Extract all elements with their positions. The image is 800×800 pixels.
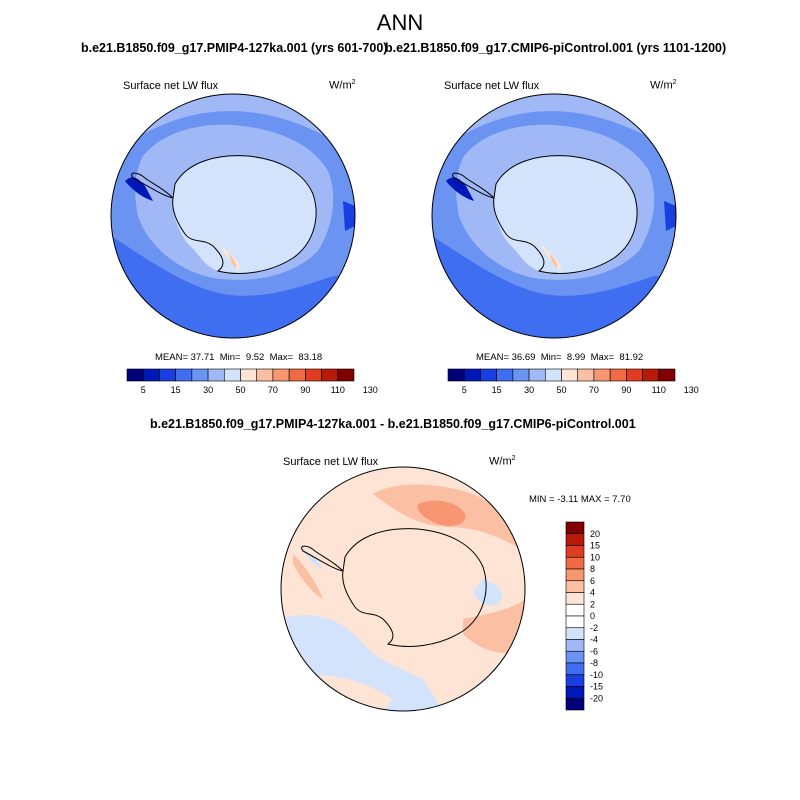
colorbar-panel-1-swatch	[159, 368, 176, 382]
colorbar-panel-2-tick-label: 90	[621, 385, 631, 395]
colorbar-panel-1-swatch	[142, 368, 160, 382]
colorbar-panel-2-swatch	[642, 368, 660, 382]
colorbar-diff-swatch	[565, 521, 585, 535]
colorbar-panel-1-tick-label: 30	[203, 385, 213, 395]
colorbar-panel-1-swatch	[288, 368, 306, 382]
colorbar-diff-swatch	[565, 639, 585, 652]
colorbar-diff-tick-label: 8	[590, 564, 595, 574]
panel-2-case-title: b.e21.B1850.f09_g17.CMIP6-piControl.001 …	[385, 41, 727, 55]
colorbar-panel-2: 5 15 30 50 70 90 110 130	[447, 368, 699, 395]
panel-1-case-title: b.e21.B1850.f09_g17.PMIP4-127ka.001 (yrs…	[81, 41, 388, 55]
colorbar-panel-2-tick-label: 70	[589, 385, 599, 395]
colorbar-panel-2-swatch	[463, 368, 481, 382]
colorbar-panel-1-swatch	[305, 368, 322, 382]
panel-2-field-name: Surface net LW flux	[444, 80, 540, 92]
panel-2-stats: MEAN= 36.69 Min= 8.99 Max= 81.92	[476, 352, 644, 363]
colorbar-panel-1-tick-label: 90	[300, 385, 310, 395]
colorbar-panel-1-swatch	[207, 368, 225, 382]
colorbar-panel-1-tick-label: 110	[331, 385, 345, 395]
colorbar-diff-tick-label: 6	[590, 576, 595, 586]
colorbar-panel-1-swatch	[191, 368, 209, 382]
colorbar-panel-1-tick-label: 130	[363, 385, 378, 395]
colorbar-diff-tick-label: 20	[590, 529, 600, 539]
panel-2-units: W/m2	[650, 79, 677, 92]
map-panel-1	[111, 94, 355, 338]
colorbar-panel-2-swatch	[480, 368, 497, 382]
colorbar-diff-swatch	[565, 580, 585, 593]
colorbar-diff-tick-label: -6	[590, 646, 598, 656]
colorbar-panel-2-tick-label: 30	[524, 385, 534, 395]
colorbar-panel-2-swatch	[609, 368, 627, 382]
colorbar-diff-swatch	[565, 686, 585, 699]
colorbar-diff-swatch	[565, 662, 585, 676]
colorbar-panel-1-swatch	[126, 368, 144, 382]
panel-1-stats: MEAN= 37.71 Min= 9.52 Max= 83.18	[155, 352, 323, 363]
colorbar-panel-2-tick-label: 15	[492, 385, 502, 395]
colorbar-panel-1-swatch	[337, 368, 355, 382]
colorbar-panel-2-tick-label: 110	[652, 385, 666, 395]
colorbar-diff-swatch	[565, 556, 585, 570]
colorbar-panel-1: 5 15 30 50 70 90 110 130	[126, 368, 378, 395]
colorbar-diff-tick-label: 4	[590, 588, 595, 598]
colorbar-panel-2-swatch	[528, 368, 546, 382]
colorbar-panel-2-tick-label: 130	[684, 385, 699, 395]
map-panel-diff	[281, 467, 525, 711]
colorbar-panel-2-swatch	[544, 368, 562, 382]
colorbar-diff-swatch	[565, 615, 585, 629]
colorbar-panel-1-tick-label: 50	[235, 385, 245, 395]
colorbar-diff-tick-label: -20	[590, 693, 603, 703]
colorbar-panel-2-swatch	[561, 368, 579, 382]
colorbar-diff-tick-label: 2	[590, 599, 595, 609]
colorbar-panel-1-tick-label: 70	[268, 385, 278, 395]
map-panel-1-border	[110, 93, 356, 339]
colorbar-panel-2-swatch	[496, 368, 514, 382]
colorbar-diff-swatch	[565, 603, 585, 617]
colorbar-diff-swatch	[565, 568, 585, 582]
colorbar-panel-2-tick-label: 50	[556, 385, 566, 395]
colorbar-panel-1-swatch	[256, 368, 274, 382]
colorbar-diff-tick-label: -4	[590, 635, 598, 645]
diff-min-max: MIN = -3.11 MAX = 7.70	[529, 494, 631, 505]
map-panel-2	[432, 94, 676, 338]
colorbar-diff-tick-label: 0	[590, 611, 595, 621]
colorbar-panel-2-tick-label: 5	[462, 385, 467, 395]
colorbar-panel-2-swatch	[577, 368, 595, 382]
figure-title: ANN	[376, 10, 424, 35]
colorbar-panel-2-swatch	[593, 368, 611, 382]
colorbar-diff-swatch	[565, 545, 585, 558]
colorbar-panel-1-swatch	[321, 368, 339, 382]
colorbar-diff-swatch	[565, 697, 585, 711]
map-panel-2-border	[431, 93, 677, 339]
diff-units: W/m2	[489, 455, 516, 468]
diff-field-name: Surface net LW flux	[283, 456, 379, 468]
map-panel-diff-border	[280, 466, 526, 712]
colorbar-diff-tick-label: -2	[590, 623, 598, 633]
colorbar-panel-2-swatch	[512, 368, 530, 382]
colorbar-panel-2-swatch	[626, 368, 643, 382]
colorbar-panel-1-swatch	[272, 368, 290, 382]
colorbar-panel-1-tick-label: 15	[171, 385, 181, 395]
panel-1-units: W/m2	[329, 79, 356, 92]
colorbar-diff-tick-label: 15	[590, 541, 600, 551]
colorbar-diff-tick-label: -8	[590, 658, 598, 668]
colorbar-diff-tick-label: 10	[590, 552, 600, 562]
colorbar-diff-swatch	[565, 533, 585, 546]
colorbar-panel-2-swatch	[447, 368, 465, 382]
panel-1-field-name: Surface net LW flux	[123, 80, 219, 92]
colorbar-diff-swatch	[565, 627, 585, 640]
diff-title: b.e21.B1850.f09_g17.PMIP4-127ka.001 - b.…	[150, 417, 636, 431]
colorbar-panel-1-swatch	[223, 368, 241, 382]
colorbar-diff-swatch	[565, 674, 585, 687]
colorbar-panel-1-swatch	[240, 368, 258, 382]
colorbar-panel-2-swatch	[658, 368, 676, 382]
colorbar-diff-tick-label: -15	[590, 682, 603, 692]
colorbar-panel-1-swatch	[175, 368, 193, 382]
colorbar-diff-tick-label: -10	[590, 670, 603, 680]
colorbar-diff-swatch	[565, 592, 585, 605]
colorbar-panel-1-tick-label: 5	[141, 385, 146, 395]
colorbar-diff-swatch	[565, 650, 585, 664]
